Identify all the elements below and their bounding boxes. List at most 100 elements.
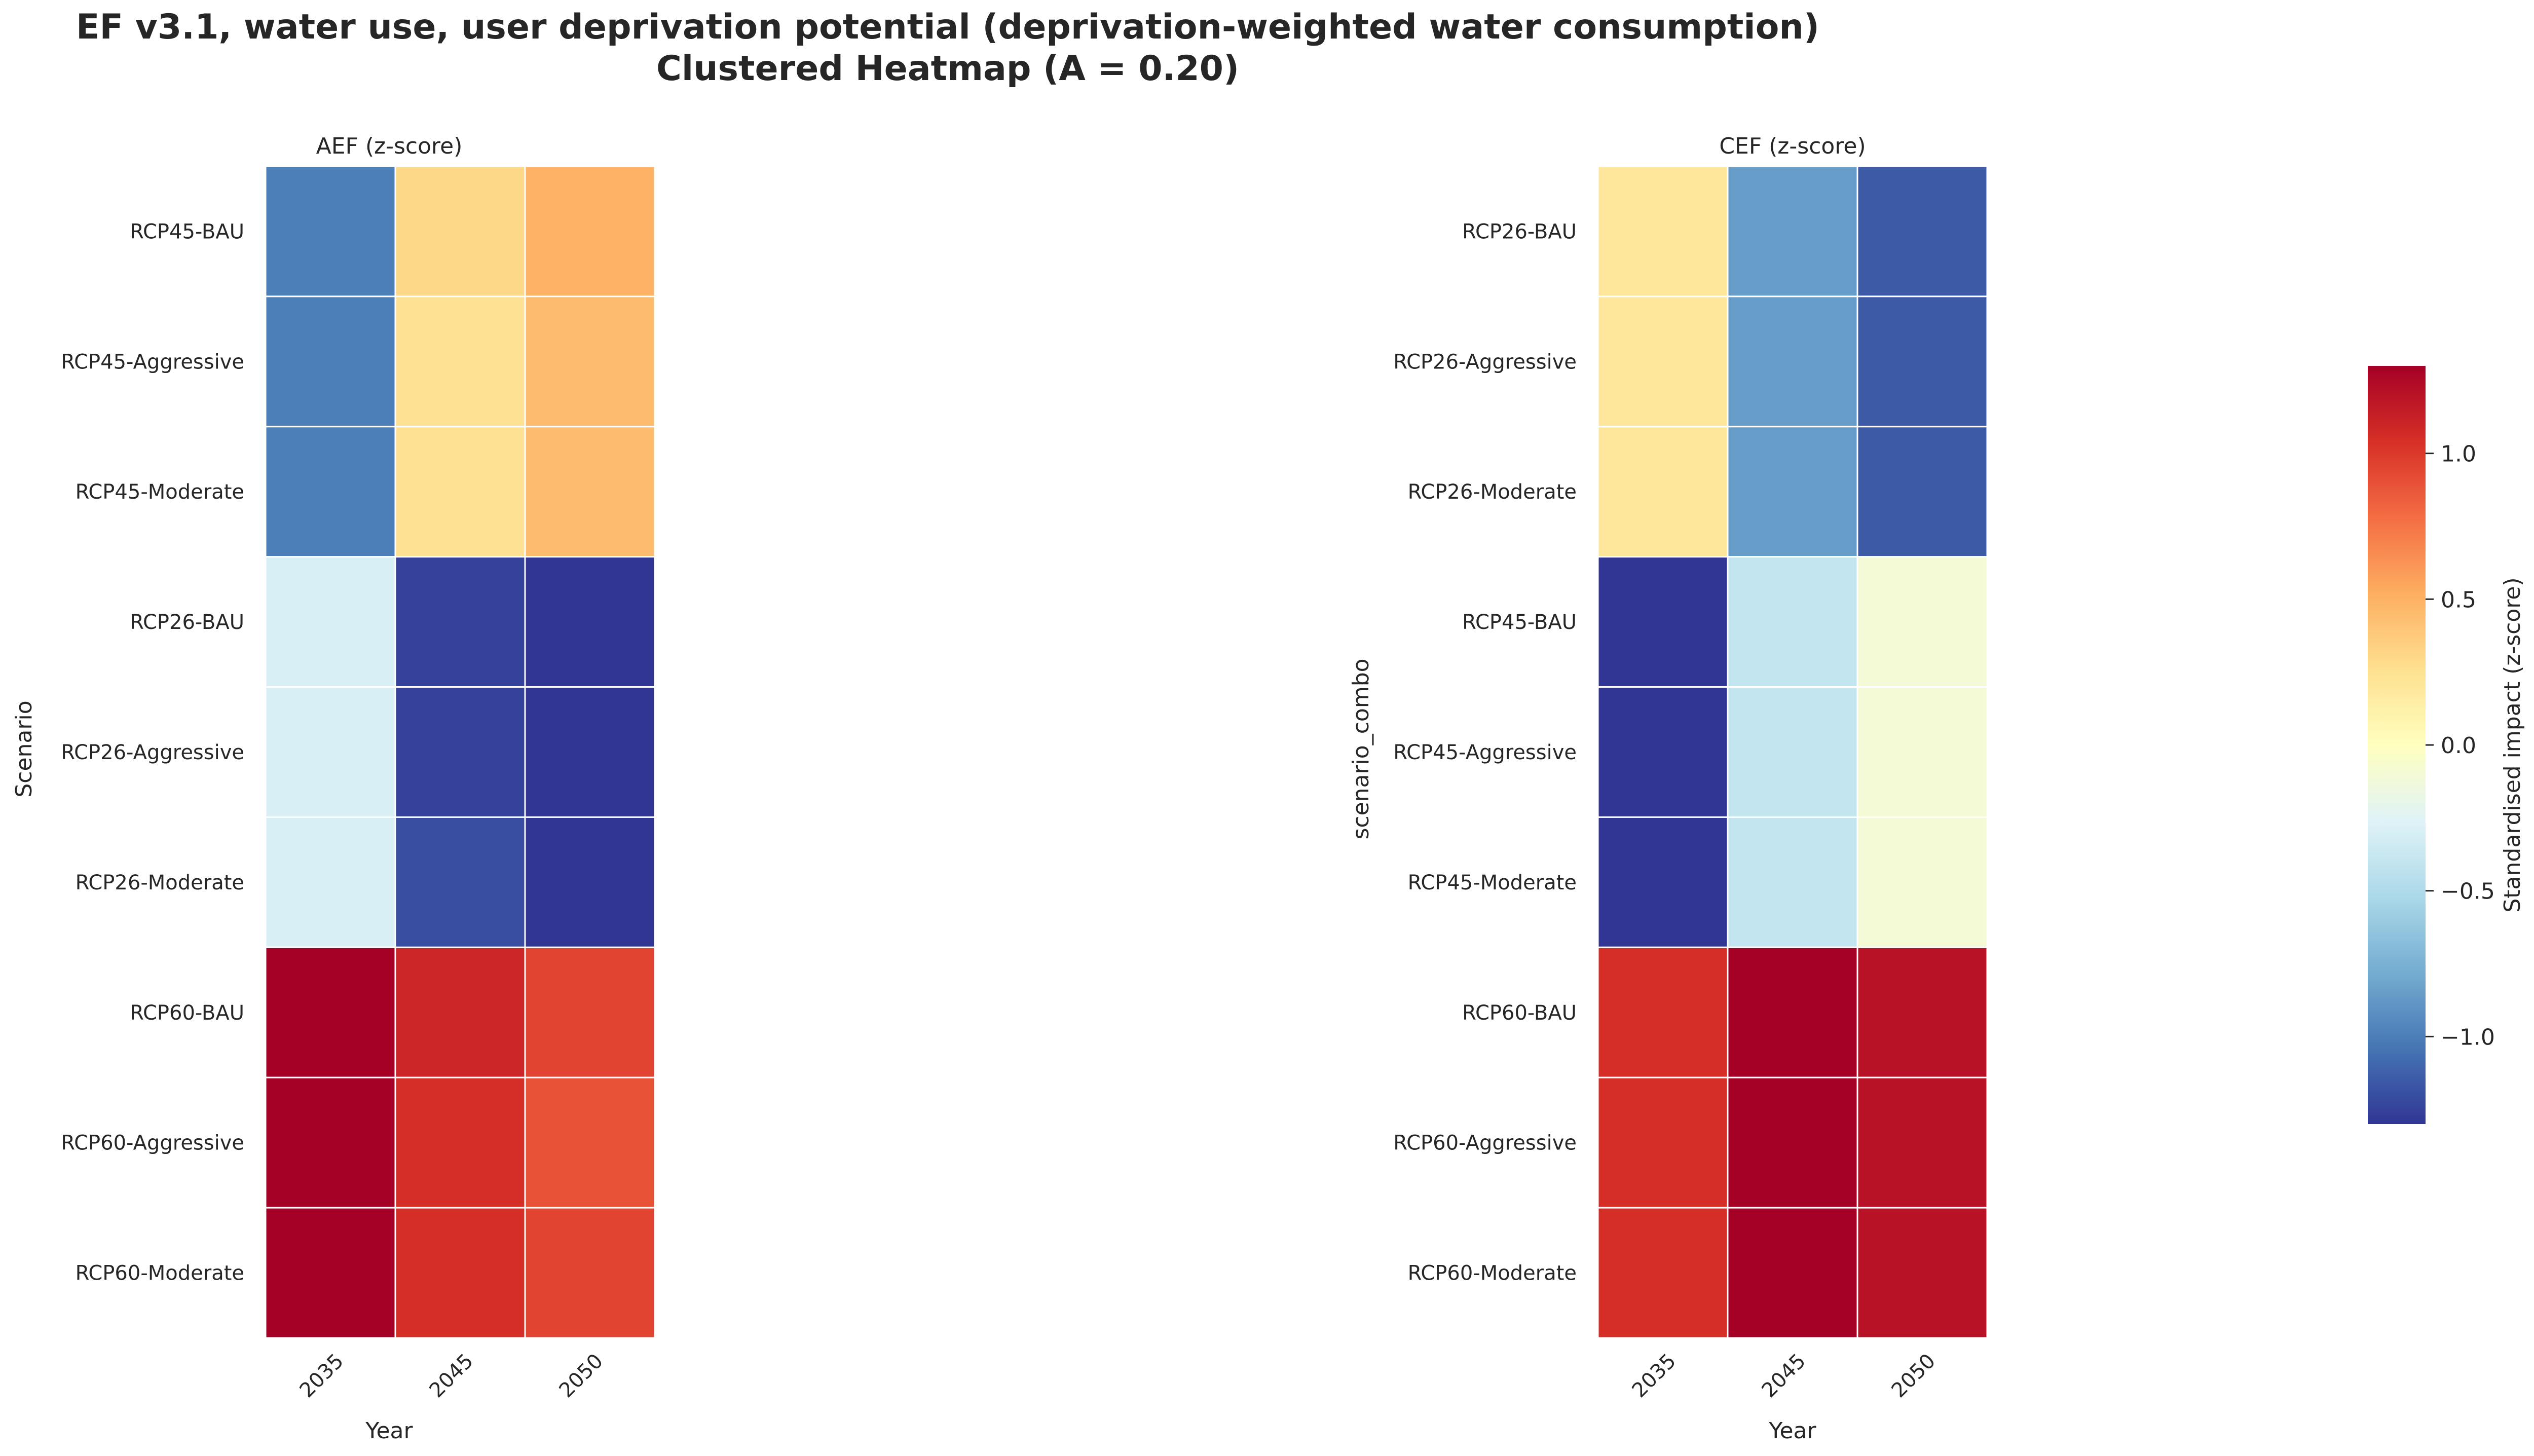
aef-cell-r1-c1	[394, 295, 526, 428]
cef-column-label: 2050	[1887, 1350, 1941, 1403]
cef-row-labels: RCP26-BAU RCP26-Aggressive RCP26-Moderate R…	[1393, 220, 1577, 1285]
colorbar-tick-label: 0.5	[2441, 587, 2476, 613]
cef-cell-r5-c1	[1727, 816, 1858, 948]
colorbar-tick-label: 1.0	[2441, 441, 2476, 467]
aef-column-label: 2050	[555, 1350, 608, 1403]
colorbar-label: Standardised impact (z-score)	[2500, 577, 2525, 912]
colorbar-gradient	[2368, 366, 2426, 1124]
figure-title: EF v3.1, water use, user deprivation pot…	[76, 7, 1819, 47]
cef-cell-r2-c1	[1727, 426, 1858, 558]
cef-row-label: RCP45-Aggressive	[1393, 741, 1577, 764]
cef-cell-r3-c2	[1856, 556, 1988, 688]
cef-cell-r6-c1	[1727, 946, 1858, 1078]
aef-cell-r4-c2	[524, 686, 656, 818]
cef-cell-r6-c2	[1856, 946, 1988, 1078]
aef-cell-r0-c2	[524, 165, 656, 297]
cef-heatmap-panel: CEF (z-score) RCP26-BAURCP26-AggressiveR…	[1348, 133, 1988, 1444]
aef-cell-r6-c0	[265, 946, 396, 1078]
cef-y-axis-label: scenario_combo	[1348, 658, 1374, 839]
aef-row-label: RCP45-BAU	[130, 220, 244, 243]
cef-cells	[1597, 165, 1988, 1339]
cef-cell-r2-c2	[1856, 426, 1988, 558]
aef-cell-r3-c1	[394, 556, 526, 688]
aef-heatmap-panel: AEF (z-score) RCP45-BAURCP45-AggressiveR…	[11, 133, 656, 1444]
aef-cell-r0-c1	[394, 165, 526, 297]
cef-cell-r4-c2	[1856, 686, 1988, 818]
cef-row-label: RCP45-BAU	[1462, 611, 1577, 634]
colorbar-tick-label: −0.5	[2441, 879, 2495, 905]
cef-cell-r7-c2	[1856, 1076, 1988, 1209]
cef-cell-r8-c0	[1597, 1207, 1729, 1339]
aef-row-label: RCP60-BAU	[130, 1001, 244, 1025]
aef-row-label: RCP45-Moderate	[76, 480, 244, 504]
aef-cell-r3-c0	[265, 556, 396, 688]
cef-cell-r7-c0	[1597, 1076, 1729, 1209]
aef-row-label: RCP26-Moderate	[76, 871, 244, 894]
cef-cell-r5-c0	[1597, 816, 1729, 948]
colorbar: −1.0 −0.5 0.0 0.5 1.0 Standardised impact (z…	[2368, 366, 2525, 1124]
cef-cell-r8-c1	[1727, 1207, 1858, 1339]
aef-cell-r0-c0	[265, 165, 396, 297]
cef-row-label: RCP26-Aggressive	[1393, 350, 1577, 374]
aef-cell-r2-c1	[394, 426, 526, 558]
cef-cell-r5-c2	[1856, 816, 1988, 948]
aef-cell-r6-c1	[394, 946, 526, 1078]
cef-cell-r8-c2	[1856, 1207, 1988, 1339]
aef-row-label: RCP26-BAU	[130, 611, 244, 634]
aef-row-label: RCP60-Aggressive	[61, 1132, 244, 1155]
aef-x-axis-label: Year	[365, 1418, 413, 1444]
aef-row-label: RCP60-Moderate	[76, 1262, 244, 1285]
aef-y-axis-label: Scenario	[11, 700, 37, 797]
aef-cell-r2-c2	[524, 426, 656, 558]
aef-row-label: RCP26-Aggressive	[61, 741, 244, 764]
aef-column-label: 2035	[295, 1350, 349, 1403]
aef-row-labels: RCP45-BAU RCP45-Aggressive RCP45-Moderate R…	[61, 220, 244, 1285]
cef-cell-r0-c1	[1727, 165, 1858, 297]
figure-subtitle: Clustered Heatmap (A = 0.20)	[656, 49, 1240, 89]
aef-cell-r1-c0	[265, 295, 396, 428]
aef-cell-r8-c2	[524, 1207, 656, 1339]
aef-cell-r7-c1	[394, 1076, 526, 1209]
aef-cell-r2-c0	[265, 426, 396, 558]
cef-cell-r1-c0	[1597, 295, 1729, 428]
cef-cell-r2-c0	[1597, 426, 1729, 558]
colorbar-tick-label: −1.0	[2441, 1024, 2495, 1050]
cef-cell-r3-c0	[1597, 556, 1729, 688]
aef-column-label: 2045	[425, 1350, 478, 1403]
aef-cells	[265, 165, 656, 1339]
cef-row-label: RCP60-Moderate	[1408, 1262, 1577, 1285]
aef-cell-r4-c1	[394, 686, 526, 818]
cef-row-label: RCP26-BAU	[1462, 220, 1577, 243]
aef-column-labels: 2035 2045 2050	[295, 1350, 608, 1403]
cef-column-label: 2045	[1758, 1350, 1811, 1403]
cef-cell-r1-c1	[1727, 295, 1858, 428]
cef-cell-r0-c0	[1597, 165, 1729, 297]
cef-cell-r4-c1	[1727, 686, 1858, 818]
aef-cell-r6-c2	[524, 946, 656, 1078]
cef-cell-r3-c1	[1727, 556, 1858, 688]
aef-row-label: RCP45-Aggressive	[61, 350, 244, 374]
cef-cell-r7-c1	[1727, 1076, 1858, 1209]
cef-row-label: RCP60-Aggressive	[1393, 1132, 1577, 1155]
aef-cell-r5-c1	[394, 816, 526, 948]
colorbar-tick-label: 0.0	[2441, 733, 2476, 759]
cef-row-label: RCP60-BAU	[1462, 1001, 1577, 1025]
aef-panel-title: AEF (z-score)	[316, 133, 463, 159]
cef-row-label: RCP45-Moderate	[1408, 871, 1577, 894]
cef-row-label: RCP26-Moderate	[1408, 480, 1577, 504]
aef-cell-r1-c2	[524, 295, 656, 428]
aef-cell-r8-c0	[265, 1207, 396, 1339]
cef-x-axis-label: Year	[1768, 1418, 1816, 1444]
aef-cell-r5-c2	[524, 816, 656, 948]
cef-cell-r4-c0	[1597, 686, 1729, 818]
aef-cell-r7-c2	[524, 1076, 656, 1209]
colorbar-ticks: −1.0 −0.5 0.0 0.5 1.0	[2426, 441, 2495, 1050]
cef-panel-title: CEF (z-score)	[1719, 133, 1866, 159]
aef-cell-r3-c2	[524, 556, 656, 688]
aef-cell-r8-c1	[394, 1207, 526, 1339]
aef-cell-r5-c0	[265, 816, 396, 948]
cef-cell-r0-c2	[1856, 165, 1988, 297]
cef-column-label: 2035	[1628, 1350, 1681, 1403]
